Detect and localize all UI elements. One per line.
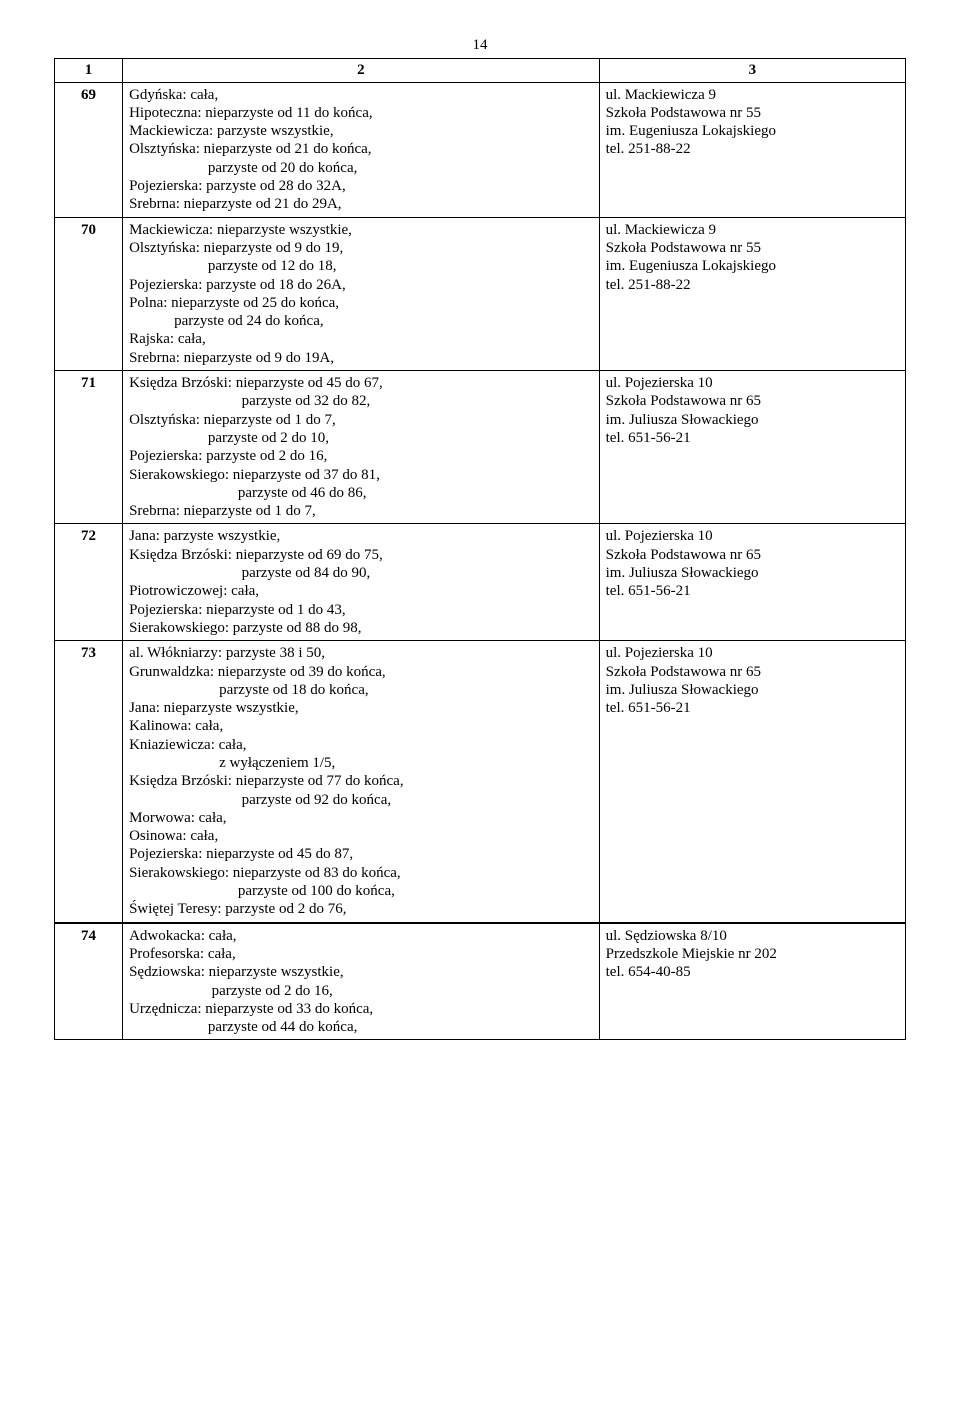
row-streets: Księdza Brzóski: nieparzyste od 45 do 67… — [123, 371, 600, 524]
table-row: 72Jana: parzyste wszystkie, Księdza Brzó… — [55, 524, 906, 641]
table-row: 71Księdza Brzóski: nieparzyste od 45 do … — [55, 371, 906, 524]
row-location: ul. Pojezierska 10 Szkoła Podstawowa nr … — [599, 641, 905, 923]
row-location: ul. Pojezierska 10 Szkoła Podstawowa nr … — [599, 524, 905, 641]
table-row: 73al. Włókniarzy: parzyste 38 i 50, Grun… — [55, 641, 906, 923]
district-table: 12369Gdyńska: cała, Hipoteczna: nieparzy… — [54, 58, 906, 1040]
table-row: 70Mackiewicza: nieparzyste wszystkie, Ol… — [55, 217, 906, 370]
row-number: 72 — [55, 524, 123, 641]
table-header-c2: 2 — [123, 59, 600, 82]
row-number: 74 — [55, 923, 123, 1040]
table-header-c1: 1 — [55, 59, 123, 82]
row-streets: al. Włókniarzy: parzyste 38 i 50, Grunwa… — [123, 641, 600, 923]
row-number: 70 — [55, 217, 123, 370]
table-header-c3: 3 — [599, 59, 905, 82]
row-number: 69 — [55, 82, 123, 217]
row-number: 71 — [55, 371, 123, 524]
table-row: 74Adwokacka: cała, Profesorska: cała, Sę… — [55, 923, 906, 1040]
page-number: 14 — [54, 36, 906, 54]
row-streets: Adwokacka: cała, Profesorska: cała, Sędz… — [123, 923, 600, 1040]
row-location: ul. Mackiewicza 9 Szkoła Podstawowa nr 5… — [599, 82, 905, 217]
row-location: ul. Sędziowska 8/10 Przedszkole Miejskie… — [599, 923, 905, 1040]
row-streets: Gdyńska: cała, Hipoteczna: nieparzyste o… — [123, 82, 600, 217]
row-number: 73 — [55, 641, 123, 923]
row-streets: Mackiewicza: nieparzyste wszystkie, Olsz… — [123, 217, 600, 370]
row-location: ul. Pojezierska 10 Szkoła Podstawowa nr … — [599, 371, 905, 524]
table-row: 69Gdyńska: cała, Hipoteczna: nieparzyste… — [55, 82, 906, 217]
row-location: ul. Mackiewicza 9 Szkoła Podstawowa nr 5… — [599, 217, 905, 370]
row-streets: Jana: parzyste wszystkie, Księdza Brzósk… — [123, 524, 600, 641]
